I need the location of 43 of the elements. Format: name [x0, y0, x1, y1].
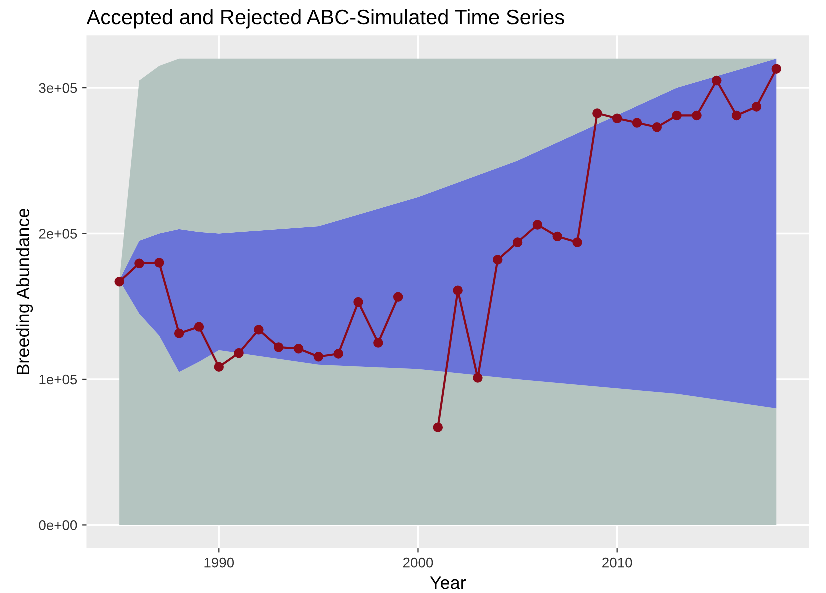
x-axis-title: Year	[430, 576, 466, 590]
point	[572, 238, 582, 248]
point	[314, 352, 324, 362]
point	[752, 102, 762, 112]
y-tick-label: 3e+05	[39, 83, 78, 94]
point	[473, 373, 483, 383]
point	[493, 255, 503, 265]
point	[453, 286, 463, 296]
y-tick-label: 0e+00	[39, 520, 78, 530]
point	[652, 122, 662, 132]
point	[552, 232, 562, 242]
point	[512, 238, 523, 248]
point	[274, 342, 284, 352]
y-axis-title: Breeding Abundance	[16, 209, 34, 374]
point	[632, 118, 642, 128]
point	[174, 328, 184, 338]
point	[393, 292, 404, 302]
point	[354, 297, 364, 308]
point	[294, 344, 304, 354]
point	[612, 114, 622, 124]
point	[374, 338, 384, 348]
point	[134, 258, 144, 268]
point	[592, 108, 602, 118]
point	[194, 322, 204, 332]
point	[772, 64, 782, 74]
point	[672, 110, 682, 121]
point	[114, 276, 124, 287]
point	[234, 348, 244, 358]
x-tick-label: 2010	[602, 558, 632, 568]
x-tick-label: 2000	[403, 558, 434, 568]
point	[334, 349, 344, 359]
point	[254, 325, 264, 335]
point	[712, 76, 722, 86]
point	[532, 220, 543, 230]
y-tick-label: 2e+05	[39, 229, 78, 239]
point	[692, 110, 702, 121]
point	[433, 422, 444, 432]
chart-title: Accepted and Rejected ABC-Simulated Time Series	[86, 9, 564, 29]
point	[732, 110, 742, 121]
point	[154, 258, 164, 268]
point	[214, 362, 224, 372]
y-tick-label: 1e+05	[40, 374, 78, 385]
x-tick-label: 1990	[204, 558, 234, 568]
